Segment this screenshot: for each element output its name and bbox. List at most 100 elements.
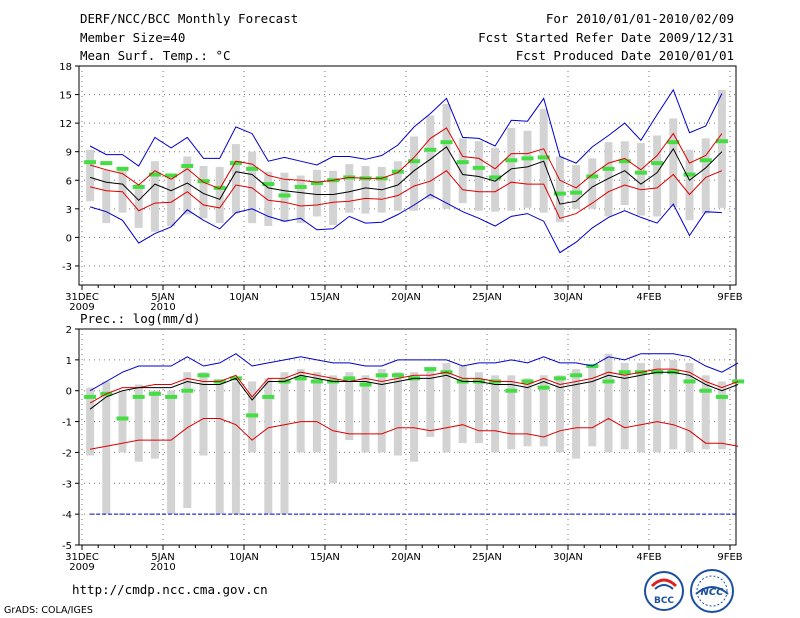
spread-box: [215, 381, 224, 515]
median-mark: [197, 373, 210, 378]
spread-box: [183, 156, 192, 215]
median-mark: [618, 159, 631, 164]
spread-box: [280, 372, 289, 515]
median-mark: [229, 161, 242, 166]
median-mark: [699, 388, 712, 393]
median-mark: [408, 159, 421, 164]
spread-box: [150, 390, 159, 459]
spread-box: [458, 366, 467, 444]
median-mark: [246, 166, 259, 171]
median-mark: [586, 174, 599, 179]
spread-box: [86, 149, 95, 202]
spread-box: [102, 381, 111, 515]
spread-box: [410, 372, 419, 462]
x-tick-year-label: 2010: [150, 302, 175, 313]
median-mark: [651, 161, 664, 166]
spread-box: [539, 375, 548, 447]
median-mark: [181, 163, 194, 168]
fcst-started-date: Fcst Started Refer Date 2009/12/31: [478, 30, 734, 45]
spread-box: [410, 136, 419, 211]
chart-title: DERF/NCC/BCC Monthly Forecast: [80, 11, 299, 26]
median-mark: [294, 376, 307, 381]
spread-box: [118, 166, 127, 213]
spread-box: [636, 362, 645, 453]
median-mark: [310, 379, 323, 384]
median-mark: [148, 172, 161, 177]
y-tick-label: 18: [59, 62, 72, 73]
median-mark: [521, 379, 534, 384]
spread-box: [701, 375, 710, 450]
median-mark: [391, 169, 404, 174]
spread-box: [717, 89, 726, 208]
median-mark: [278, 193, 291, 198]
panel1-title: Mean Surf. Temp.: °C: [80, 48, 231, 63]
x-tick-label: 20JAN: [391, 552, 421, 563]
spread-box: [653, 359, 662, 453]
x-tick-label: 30JAN: [553, 552, 583, 563]
spread-box: [134, 384, 143, 462]
median-mark: [489, 175, 502, 180]
y-tick-label: 0: [66, 387, 72, 398]
y-tick-label: 9: [66, 148, 72, 159]
x-tick-label: 5JAN: [151, 292, 174, 303]
median-mark: [100, 161, 113, 166]
median-mark: [310, 181, 323, 186]
spread-box: [717, 381, 726, 450]
median-mark: [456, 160, 469, 165]
member-size: Member Size=40: [80, 30, 186, 45]
median-mark: [424, 367, 437, 372]
x-tick-label: 25JAN: [472, 552, 502, 563]
spread-box: [474, 141, 483, 211]
spread-box: [150, 161, 159, 232]
spread-box: [669, 359, 678, 450]
spread-box: [312, 372, 321, 453]
median-mark: [262, 394, 275, 399]
ncc-logo-text: NCC: [700, 587, 724, 598]
spread-box: [442, 104, 451, 209]
median-mark: [537, 155, 550, 160]
spread-box: [264, 378, 273, 515]
median-mark: [715, 139, 728, 144]
source-url[interactable]: http://cmdp.ncc.cma.gov.cn: [72, 582, 268, 597]
spread-box: [523, 130, 532, 208]
spread-box: [86, 387, 95, 456]
median-mark: [343, 376, 356, 381]
lower-series-line: [90, 417, 739, 450]
median-mark: [667, 140, 680, 145]
y-tick-label: 0: [66, 233, 72, 244]
spread-box: [264, 171, 273, 226]
median-mark: [132, 184, 145, 189]
spread-box: [393, 372, 402, 456]
spread-box: [555, 375, 564, 453]
median-mark: [732, 379, 745, 384]
spread-box: [118, 390, 127, 453]
spread-box: [701, 138, 710, 214]
median-mark: [602, 379, 615, 384]
y-tick-label: 12: [59, 119, 72, 130]
median-mark: [148, 391, 161, 396]
spread-box: [620, 141, 629, 206]
bcc-logo: BCC: [644, 571, 684, 611]
spread-box: [653, 135, 662, 217]
median-mark: [634, 170, 647, 175]
x-tick-label: 25JAN: [472, 292, 502, 303]
spread-box: [426, 369, 435, 437]
x-tick-label: 15JAN: [310, 552, 340, 563]
median-mark: [84, 160, 97, 165]
x-tick-label: 15JAN: [310, 292, 340, 303]
median-mark: [440, 140, 453, 145]
x-tick-label: 10JAN: [229, 552, 259, 563]
x-tick-year-label: 2009: [69, 562, 94, 573]
x-tick-label: 4FEB: [636, 292, 661, 303]
spread-box: [361, 375, 370, 453]
x-tick-label: 4FEB: [636, 552, 661, 563]
spread-box: [393, 161, 402, 211]
spread-box: [167, 390, 176, 515]
spread-box: [491, 375, 500, 453]
y-tick-label: -1: [62, 418, 72, 429]
median-mark: [197, 179, 210, 184]
median-mark: [165, 173, 178, 178]
lower-series-line: [89, 170, 723, 219]
